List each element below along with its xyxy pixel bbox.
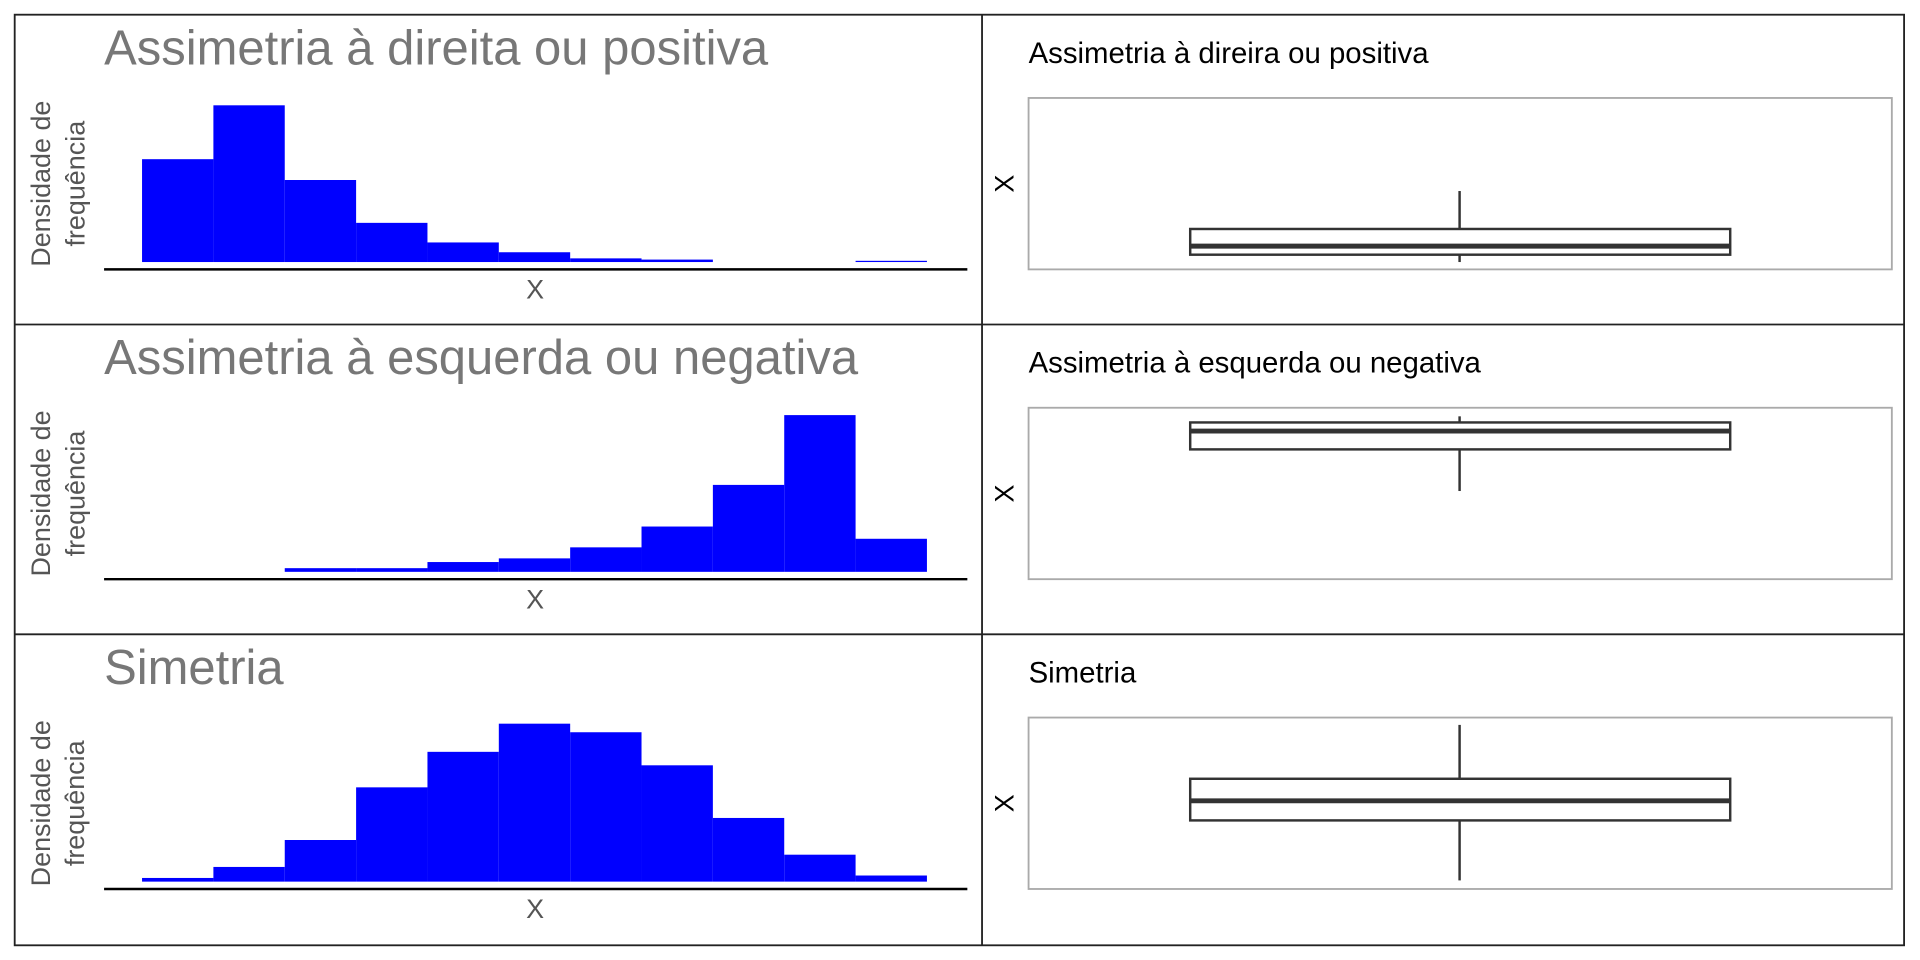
bar [498,723,571,882]
bar [427,562,499,572]
bar [784,415,856,572]
bar [712,817,785,882]
chart-title: Assimetria à direira ou positiva [1029,37,1430,70]
bar [712,484,785,572]
y-axis-label: X [990,794,1020,812]
bar [784,854,856,882]
bar [570,732,642,882]
y-axis-label: Densidade de [26,101,56,267]
bar [570,547,642,572]
chart-title: Assimetria à esquerda ou negativa [104,331,859,385]
y-axis-label: frequência [60,121,90,247]
y-axis-label: X [990,175,1020,193]
bar [142,159,214,263]
bar [641,765,713,882]
bar [498,558,571,572]
bar [284,180,357,263]
y-axis-label: Densidade de [26,720,56,886]
bar [356,787,428,882]
frame [13,13,1905,947]
bar [213,866,285,882]
chart-title: Simetria [104,641,284,695]
y-axis-label: Densidade de [26,410,56,576]
bar [356,568,428,572]
chart-title: Simetria [1029,656,1137,689]
bar [498,252,571,263]
bar [427,242,499,263]
panel [1027,716,1893,890]
y-axis-label: frequência [60,740,90,866]
panel [1027,406,1893,581]
y-axis-label: frequência [60,431,90,557]
panel [1027,97,1893,271]
chart-title: Assimetria à direita ou positiva [104,21,769,75]
x-axis-label: X [526,584,544,614]
bar [855,538,927,572]
bar [213,105,285,263]
bar [855,260,927,263]
box [1188,227,1732,256]
bar [284,568,357,572]
bar [427,751,499,882]
bar [855,875,927,882]
x-axis-label: X [526,275,544,305]
x-axis-label: X [526,894,544,924]
bar [284,840,357,882]
bar [641,259,713,263]
bar [142,877,214,882]
y-axis-label: X [990,484,1020,502]
bar [356,222,428,263]
box [1188,421,1732,451]
chart-title: Assimetria à esquerda ou negativa [1029,347,1482,380]
bar [570,258,642,263]
bar [641,526,713,572]
